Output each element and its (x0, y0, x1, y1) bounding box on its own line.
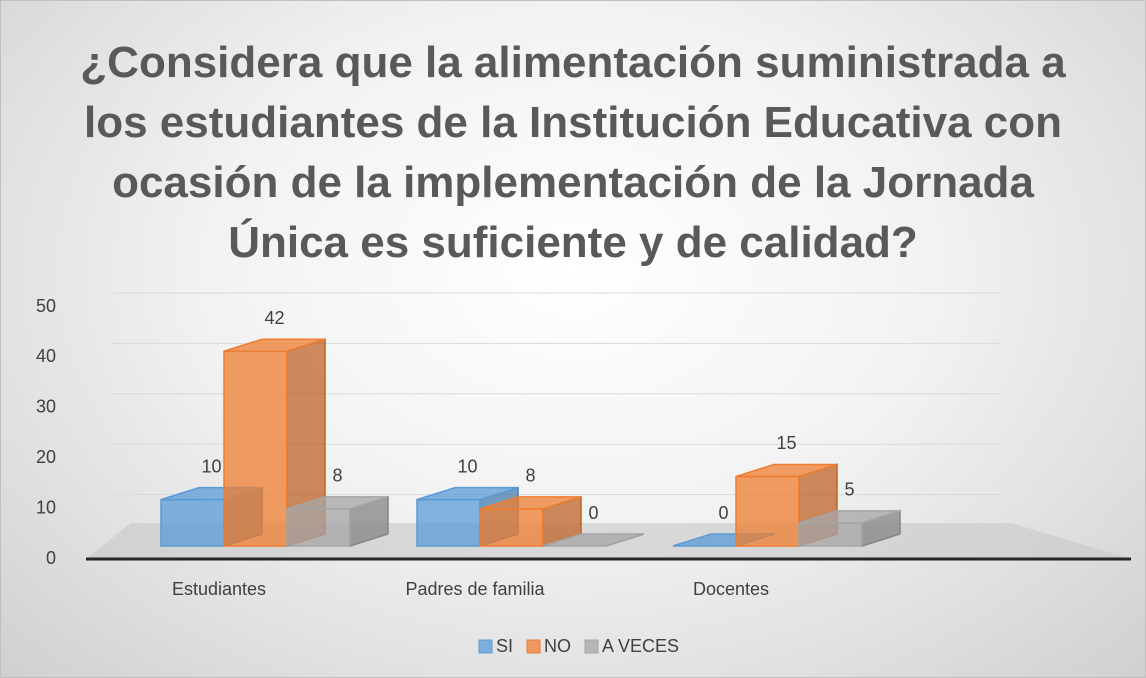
legend-label: NO (544, 636, 571, 656)
bar-front (479, 508, 544, 547)
data-label: 8 (332, 466, 342, 486)
legend-swatch (526, 639, 541, 654)
y-tick-label: 50 (36, 296, 56, 316)
bar-front (160, 498, 225, 547)
data-label: 0 (718, 503, 728, 523)
bar-top (286, 496, 389, 510)
y-tick-label: 20 (36, 447, 56, 467)
bar-front (735, 475, 800, 547)
legend-label: SI (496, 636, 513, 656)
bar-top (798, 510, 901, 524)
bar (479, 495, 582, 548)
y-tick-label: 0 (46, 548, 56, 568)
bar-front (223, 350, 288, 547)
bar-top (479, 496, 582, 510)
y-tick-label: 30 (36, 397, 56, 417)
data-label: 8 (525, 466, 535, 486)
data-label: 10 (201, 456, 221, 476)
chart-title: ¿Considera que la alimentación suministr… (80, 38, 1066, 267)
bar (798, 509, 901, 548)
bar (286, 495, 389, 548)
bar-front (798, 522, 863, 547)
y-tick-label: 10 (36, 497, 56, 517)
bar-top (542, 533, 645, 547)
data-label: 5 (844, 480, 854, 500)
bar-front (416, 498, 481, 547)
data-label: 10 (457, 456, 477, 476)
bar (735, 463, 838, 548)
bar-top (223, 338, 326, 353)
legend-swatch (584, 639, 599, 654)
data-label: 0 (588, 503, 598, 523)
x-tick-label: Estudiantes (172, 579, 266, 599)
x-tick-label: Padres de familia (405, 579, 545, 599)
bar-front (286, 508, 351, 547)
bar-top (735, 463, 838, 478)
data-label: 15 (776, 433, 796, 453)
x-tick-label: Docentes (693, 579, 769, 599)
data-label: 42 (264, 308, 284, 328)
y-tick-label: 40 (36, 346, 56, 366)
legend-label: A VECES (602, 636, 679, 656)
bar (542, 533, 645, 547)
bar-top (416, 486, 519, 501)
legend-swatch (478, 639, 493, 654)
